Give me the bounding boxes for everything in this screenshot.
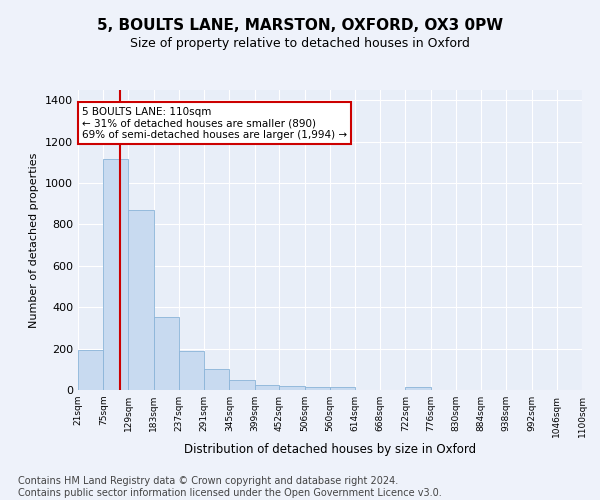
X-axis label: Distribution of detached houses by size in Oxford: Distribution of detached houses by size … — [184, 442, 476, 456]
Text: Contains HM Land Registry data © Crown copyright and database right 2024.
Contai: Contains HM Land Registry data © Crown c… — [18, 476, 442, 498]
Bar — [78, 350, 103, 390]
Text: Size of property relative to detached houses in Oxford: Size of property relative to detached ho… — [130, 38, 470, 51]
Bar — [229, 380, 254, 390]
Bar — [406, 388, 431, 390]
Bar — [103, 160, 128, 390]
Bar — [128, 210, 154, 390]
Bar — [330, 388, 355, 390]
Text: 5 BOULTS LANE: 110sqm
← 31% of detached houses are smaller (890)
69% of semi-det: 5 BOULTS LANE: 110sqm ← 31% of detached … — [82, 106, 347, 140]
Bar — [305, 387, 330, 390]
Y-axis label: Number of detached properties: Number of detached properties — [29, 152, 40, 328]
Bar — [204, 370, 229, 390]
Text: 5, BOULTS LANE, MARSTON, OXFORD, OX3 0PW: 5, BOULTS LANE, MARSTON, OXFORD, OX3 0PW — [97, 18, 503, 32]
Bar — [179, 350, 204, 390]
Bar — [154, 316, 179, 390]
Bar — [254, 385, 280, 390]
Bar — [280, 386, 305, 390]
